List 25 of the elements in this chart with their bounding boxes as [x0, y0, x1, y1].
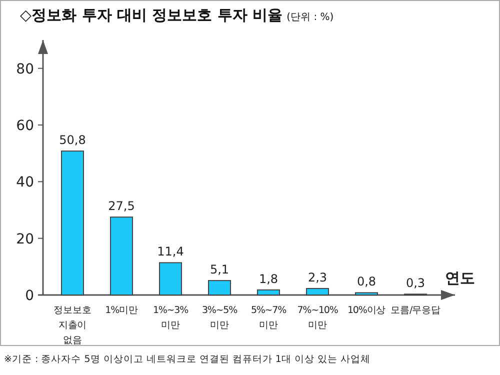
- x-tick-label: 1%~3% 미만: [152, 305, 189, 331]
- x-tick-label: 10%이상: [347, 305, 386, 316]
- x-tick-label: 모름/무응답: [390, 305, 441, 316]
- x-tick-label: 5%~7% 미만: [250, 305, 287, 331]
- data-label: 1,8: [258, 272, 278, 286]
- x-tick-label: 정보보호 지출이 없음: [54, 305, 92, 346]
- data-label: 50,8: [59, 133, 86, 148]
- x-axis-title: 연도: [445, 269, 475, 287]
- data-label: 27,5: [108, 199, 135, 214]
- y-tick-label: 0: [25, 288, 34, 304]
- data-label: 2,3: [308, 270, 328, 284]
- chart-title: ◇정보화 투자 대비 정보보호 투자 비율: [20, 6, 283, 24]
- text: ※기준 : 종사자수 5명 이상이고 네트워크로 연결된 컴퓨터가 1대 이상 있는 사업체: [4, 354, 370, 365]
- chart-subtitle: (단위 : %): [286, 12, 334, 23]
- x-tick-label: 3%~5% 미만: [202, 305, 238, 331]
- x-tick-label: 7%~10% 미만: [297, 305, 338, 331]
- data-label: 5,1: [210, 262, 230, 277]
- data-label: 0,8: [356, 274, 376, 289]
- y-tick-label: 20: [16, 231, 34, 248]
- y-tick-label: 80: [16, 61, 34, 78]
- y-tick-label: 40: [16, 174, 34, 191]
- y-tick-label: 60: [16, 118, 34, 134]
- x-tick-label: 1%미만: [105, 305, 138, 316]
- data-label: 0,3: [406, 276, 426, 290]
- data-label: 11,4: [157, 244, 184, 259]
